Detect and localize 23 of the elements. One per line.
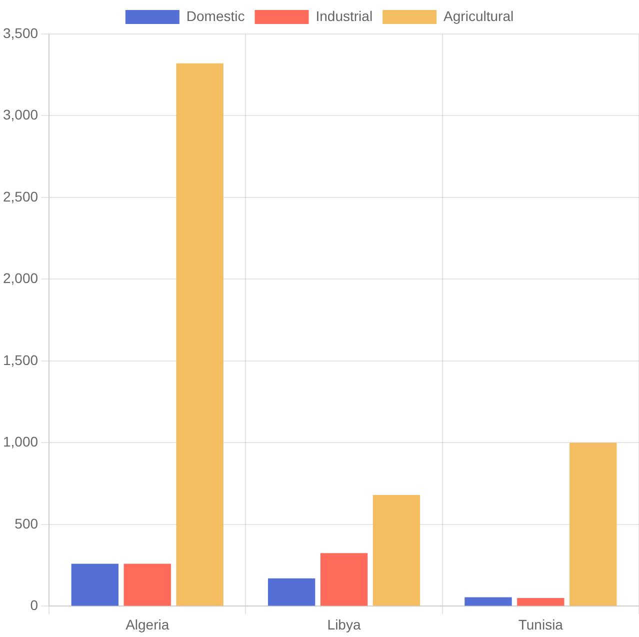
legend-label: Industrial (316, 8, 373, 24)
legend-label: Domestic (186, 8, 245, 24)
bar (372, 495, 420, 606)
y-tick-label: 3,500 (2, 24, 38, 41)
bar (124, 564, 171, 606)
x-tick-label: Algeria (126, 616, 170, 632)
y-tick-label: 1,000 (2, 434, 38, 450)
y-tick-label: 2,000 (2, 270, 38, 286)
bar (71, 564, 119, 606)
y-tick-label: 500 (14, 515, 38, 532)
bar (464, 597, 512, 606)
y-tick-label: 2,500 (2, 188, 38, 204)
y-tick-label: 3,000 (2, 106, 38, 123)
bar (570, 442, 617, 606)
x-tick-label: Libya (327, 616, 361, 632)
y-tick-label: 1,500 (2, 352, 38, 368)
bar (176, 63, 224, 606)
bar (268, 578, 316, 606)
y-tick-label: 0 (30, 597, 38, 614)
bar (320, 553, 368, 606)
bar (517, 598, 564, 606)
legend-label: Agricultural (444, 8, 514, 24)
x-tick-label: Tunisia (518, 616, 564, 632)
